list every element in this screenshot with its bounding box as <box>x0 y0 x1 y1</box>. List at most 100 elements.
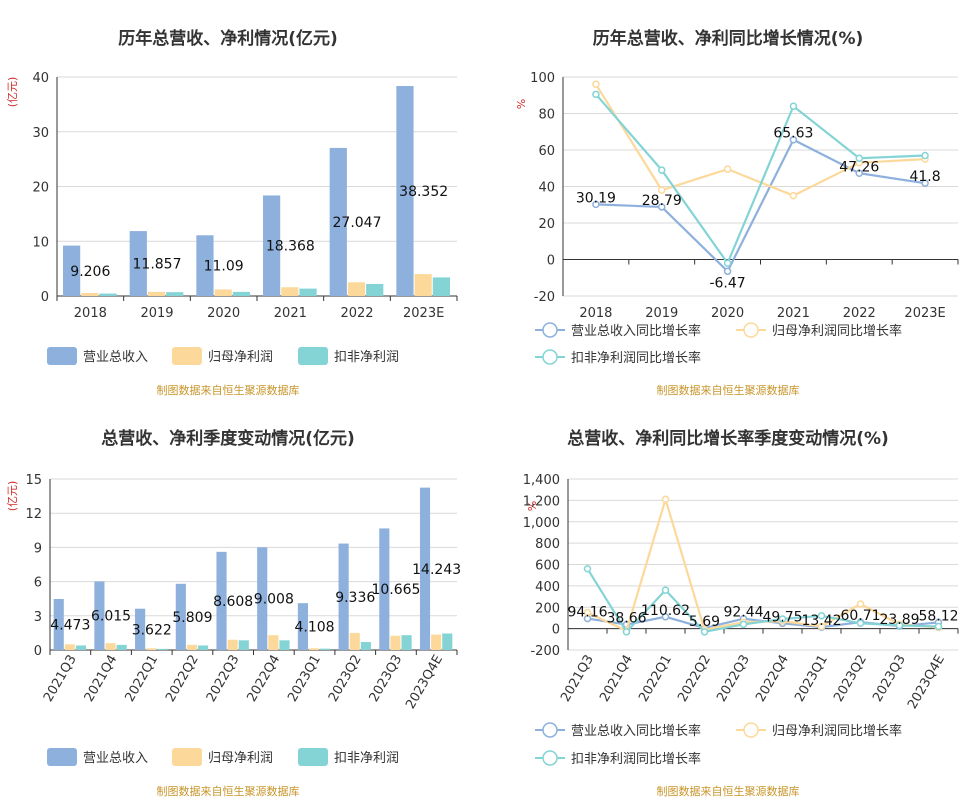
chart-panel-4: 总营收、净利同比增长率季度变动情况(%)% -200 0 200 400 600 800 1,… <box>523 428 959 798</box>
x-tick-label: 2022 <box>843 306 876 321</box>
data-label: 13.42 <box>801 613 841 629</box>
x-tick-label: 2023E <box>904 306 945 321</box>
bar-net-profit <box>281 287 299 296</box>
data-point <box>658 203 666 211</box>
bar-deducted-net-profit <box>366 283 384 296</box>
data-label: 9.008 <box>254 592 294 608</box>
data-point <box>658 186 666 194</box>
bar-revenue <box>94 581 105 650</box>
y-tick-label: 0 <box>41 290 49 305</box>
bar-deducted-net-profit <box>157 648 168 650</box>
bar-revenue <box>196 235 214 296</box>
bar-revenue <box>379 528 390 650</box>
bar-revenue <box>257 547 268 650</box>
bar-deducted-net-profit <box>299 288 317 296</box>
chart-title: 历年总营收、净利情况(亿元) <box>118 28 338 49</box>
x-tick-label: 2023Q3 <box>870 653 909 705</box>
legend-swatch <box>47 347 77 365</box>
data-label: 30.19 <box>576 190 616 206</box>
y-tick-label: 1,400 <box>523 473 560 488</box>
x-tick-label: 2022Q2 <box>675 653 714 705</box>
data-point <box>855 154 863 162</box>
data-point <box>723 165 732 173</box>
data-point <box>592 80 600 89</box>
bar-net-profit <box>414 274 432 296</box>
y-tick-label: 1,000 <box>523 516 560 531</box>
series-line-deducted-growth <box>586 568 939 634</box>
data-label: 92.44 <box>723 605 763 621</box>
bar-net-profit <box>81 292 99 296</box>
data-label: 4.108 <box>295 620 335 636</box>
legend-marker <box>542 750 558 766</box>
bar-deducted-net-profit <box>232 291 250 296</box>
bar-net-profit <box>308 648 320 650</box>
bar-revenue <box>53 599 64 650</box>
legend-label: 扣非净利润 <box>334 350 399 365</box>
x-tick-label: 2023E <box>403 306 444 321</box>
x-tick-label: 2023Q1 <box>285 653 324 705</box>
x-tick-label: 2021Q3 <box>558 653 597 705</box>
data-point <box>778 615 787 623</box>
bar-net-profit <box>146 648 157 650</box>
x-tick-label: 2022Q1 <box>122 653 161 705</box>
data-source-note: 制图数据来自恒生聚源数据库 <box>657 784 800 798</box>
bar-deducted-net-profit <box>99 293 117 296</box>
data-point <box>592 90 600 99</box>
chart-title: 历年总营收、净利同比增长情况(%) <box>593 28 864 49</box>
bar-net-profit <box>214 289 232 296</box>
chart-title: 总营收、净利同比增长率季度变动情况(%) <box>567 428 889 449</box>
y-tick-label: 30 <box>32 126 49 141</box>
y-tick-label: 400 <box>535 580 560 595</box>
y-tick-label: 0 <box>34 644 42 659</box>
x-tick-label: 2018 <box>579 306 612 321</box>
data-point <box>789 135 798 144</box>
y-tick-label: 200 <box>535 601 560 616</box>
data-label: 47.26 <box>839 159 879 175</box>
data-label: 110.62 <box>641 603 690 619</box>
bar-net-profit <box>186 644 198 650</box>
data-point <box>661 586 670 594</box>
data-source-note: 制图数据来自恒生聚源数据库 <box>157 784 300 798</box>
data-label: 60.71 <box>840 608 880 624</box>
data-label: 14.243 <box>412 562 461 578</box>
x-tick-label: 2018 <box>74 306 107 321</box>
data-label: 9.336 <box>335 590 375 606</box>
x-tick-label: 2021Q3 <box>41 653 80 705</box>
bar-net-profit <box>349 632 360 650</box>
chart-panel-1: 历年总营收、净利情况(亿元) (亿元) 0 10 20 30 40 2018 2019 2020 2… <box>6 28 458 397</box>
data-point <box>661 495 670 504</box>
data-point <box>723 259 732 267</box>
y-tick-label: 15 <box>25 473 42 488</box>
data-point <box>700 628 709 636</box>
bar-deducted-net-profit <box>320 648 331 650</box>
series-line-net-profit-growth <box>594 83 926 197</box>
data-label: 18.368 <box>266 239 315 255</box>
y-tick-label: 600 <box>535 559 560 574</box>
y-tick-label: 0 <box>552 623 560 638</box>
data-source-note: 制图数据来自恒生聚源数据库 <box>157 383 300 397</box>
bar-net-profit <box>227 639 238 650</box>
legend-swatch <box>172 748 202 766</box>
data-label: 49.75 <box>762 609 802 625</box>
bar-net-profit <box>347 282 366 296</box>
legend-label: 扣非净利润同比增长率 <box>571 751 701 767</box>
bar-revenue <box>419 487 431 650</box>
bar-deducted-net-profit <box>116 644 127 650</box>
data-source-note: 制图数据来自恒生聚源数据库 <box>657 383 800 397</box>
chart-panel-2: 历年总营收、净利同比增长情况(%)% -20 0 20 40 60 80 100 2018 201… <box>515 28 959 397</box>
y-tick-label: 1,200 <box>523 494 560 509</box>
legend-marker <box>743 722 759 738</box>
legend-swatch <box>172 347 202 365</box>
legend-label: 归母净利润 <box>208 350 273 365</box>
y-axis-unit-label: % <box>515 99 528 109</box>
bar-revenue <box>263 195 281 296</box>
y-tick-label: 800 <box>535 537 560 552</box>
data-point <box>723 267 732 276</box>
y-tick-label: 40 <box>538 181 555 196</box>
bar-revenue <box>297 603 308 650</box>
x-tick-label: 2021Q4 <box>597 653 636 705</box>
y-tick-label: 10 <box>32 235 49 250</box>
legend-label: 扣非净利润 <box>334 751 399 766</box>
y-tick-label: 40 <box>32 71 49 86</box>
